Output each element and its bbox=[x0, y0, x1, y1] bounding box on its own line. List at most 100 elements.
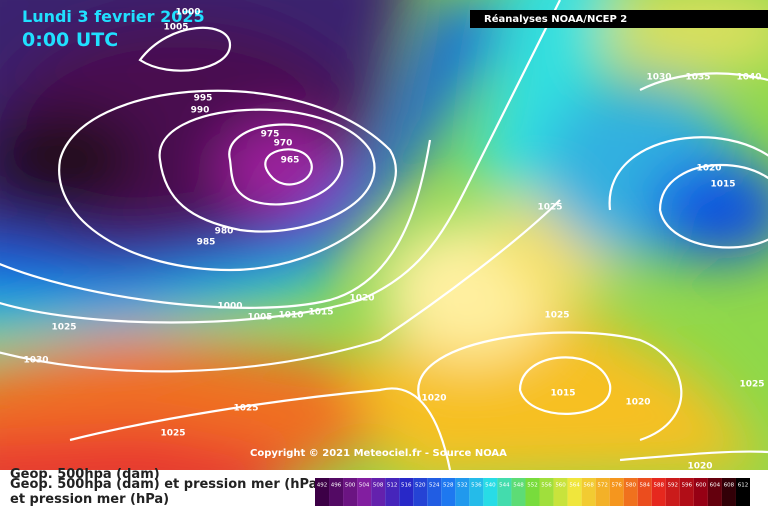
scale-label: 540 bbox=[485, 483, 496, 489]
scale-label: 496 bbox=[331, 483, 342, 489]
date: Lundi 3 fevrier 2025 bbox=[22, 7, 205, 26]
scale-label: 612 bbox=[738, 483, 749, 489]
scale-label: 600 bbox=[696, 483, 707, 489]
isobar-label: 985 bbox=[197, 238, 216, 248]
isobar-label: 1025 bbox=[160, 429, 185, 439]
scale-swatch bbox=[651, 478, 666, 506]
scale-label: 592 bbox=[668, 483, 679, 489]
scale-label: 528 bbox=[443, 483, 454, 489]
scale-swatch bbox=[735, 478, 750, 506]
scale-swatch bbox=[721, 478, 736, 506]
scale-swatch bbox=[497, 478, 512, 506]
scale-swatch bbox=[609, 478, 624, 506]
isobar-label: 965 bbox=[281, 156, 300, 166]
isobar-label: 975 bbox=[261, 130, 280, 140]
isobar-label: 980 bbox=[215, 227, 234, 237]
source: Réanalyses NOAA/NCEP 2 bbox=[484, 13, 627, 25]
scale-swatch bbox=[483, 478, 498, 506]
scale-swatch bbox=[567, 478, 582, 506]
isobar-label: 1020 bbox=[687, 462, 712, 472]
scale-label: 608 bbox=[724, 483, 735, 489]
time: 0:00 UTC bbox=[22, 29, 118, 51]
scale-label: 520 bbox=[415, 483, 426, 489]
isobar-label: 1030 bbox=[646, 73, 671, 83]
copyright: Copyright © 2021 Meteociel.fr - Source N… bbox=[250, 448, 507, 459]
scale-swatch bbox=[385, 478, 400, 506]
legend-line: Geop. 500hpa (dam) et pression mer (hPa) bbox=[10, 477, 323, 492]
scale-swatch bbox=[595, 478, 610, 506]
scale-label: 524 bbox=[429, 483, 440, 489]
scale-label: 572 bbox=[597, 483, 608, 489]
isobar-label: 995 bbox=[194, 94, 213, 104]
scale-swatch bbox=[665, 478, 680, 506]
scale-swatch bbox=[371, 478, 386, 506]
scale-label: 504 bbox=[359, 483, 370, 489]
scale-swatch bbox=[693, 478, 708, 506]
isobar-label: 1020 bbox=[421, 394, 446, 404]
scale-swatch bbox=[581, 478, 596, 506]
isobar-label: 1020 bbox=[625, 398, 650, 408]
scale-label: 516 bbox=[401, 483, 412, 489]
isobar-label: 1005 bbox=[247, 313, 272, 323]
scale-label: 548 bbox=[513, 483, 524, 489]
isobar-label: 1015 bbox=[710, 180, 735, 190]
scale-label: 568 bbox=[583, 483, 594, 489]
scale-label: 544 bbox=[499, 483, 510, 489]
scale-label: 596 bbox=[682, 483, 693, 489]
isobar-label: 1025 bbox=[739, 380, 764, 390]
legend-line: et pression mer (hPa) bbox=[10, 492, 169, 507]
isobar-label: 1015 bbox=[308, 308, 333, 318]
isobar-label: 1020 bbox=[696, 164, 721, 174]
scale-label: 588 bbox=[654, 483, 665, 489]
isobar-label: 1035 bbox=[685, 73, 710, 83]
scale-swatch bbox=[441, 478, 456, 506]
scale-swatch bbox=[525, 478, 540, 506]
isobar-label: 970 bbox=[274, 139, 293, 149]
scale-swatch bbox=[679, 478, 694, 506]
color-scale: 492 496 500 504 508 512 516 520 524 528 532 536 540 5… bbox=[315, 478, 750, 506]
scale-label: 560 bbox=[555, 483, 566, 489]
isobar-label: 1025 bbox=[537, 203, 562, 213]
scale-label: 508 bbox=[373, 483, 384, 489]
scale-label: 580 bbox=[625, 483, 636, 489]
scale-label: 536 bbox=[471, 483, 482, 489]
scale-label: 532 bbox=[457, 483, 468, 489]
scale-swatch bbox=[511, 478, 526, 506]
isobar-label: 1025 bbox=[544, 311, 569, 321]
scale-swatch bbox=[399, 478, 414, 506]
scale-swatch bbox=[357, 478, 372, 506]
scale-label: 492 bbox=[317, 483, 328, 489]
isobar-label: 1005 bbox=[163, 23, 188, 33]
isobar-label: 1025 bbox=[233, 404, 258, 414]
scale-label: 500 bbox=[345, 483, 356, 489]
isobar-label: 1010 bbox=[278, 311, 303, 321]
isobars bbox=[0, 0, 768, 470]
scale-label: 512 bbox=[387, 483, 398, 489]
scale-swatch bbox=[469, 478, 484, 506]
scale-swatch bbox=[329, 478, 344, 506]
isobar-label: 1020 bbox=[349, 294, 374, 304]
scale-label: 552 bbox=[527, 483, 538, 489]
scale-swatch bbox=[539, 478, 554, 506]
scale-label: 576 bbox=[611, 483, 622, 489]
isobar-label: 1030 bbox=[23, 356, 48, 366]
isobar-label: 1015 bbox=[550, 389, 575, 399]
isobar-label: 1000 bbox=[217, 302, 242, 312]
scale-swatch bbox=[553, 478, 568, 506]
scale-label: 564 bbox=[569, 483, 580, 489]
scale-label: 556 bbox=[541, 483, 552, 489]
scale-swatch bbox=[343, 478, 358, 506]
scale-label: 604 bbox=[710, 483, 721, 489]
scale-swatch bbox=[455, 478, 470, 506]
isobar-label: 990 bbox=[191, 106, 210, 116]
scale-swatch bbox=[315, 478, 330, 506]
scale-swatch bbox=[707, 478, 722, 506]
scale-swatch bbox=[427, 478, 442, 506]
scale-swatch bbox=[413, 478, 428, 506]
isobar-label: 1000 bbox=[175, 8, 200, 18]
isobar-label: 1040 bbox=[736, 73, 761, 83]
scale-label: 584 bbox=[640, 483, 651, 489]
